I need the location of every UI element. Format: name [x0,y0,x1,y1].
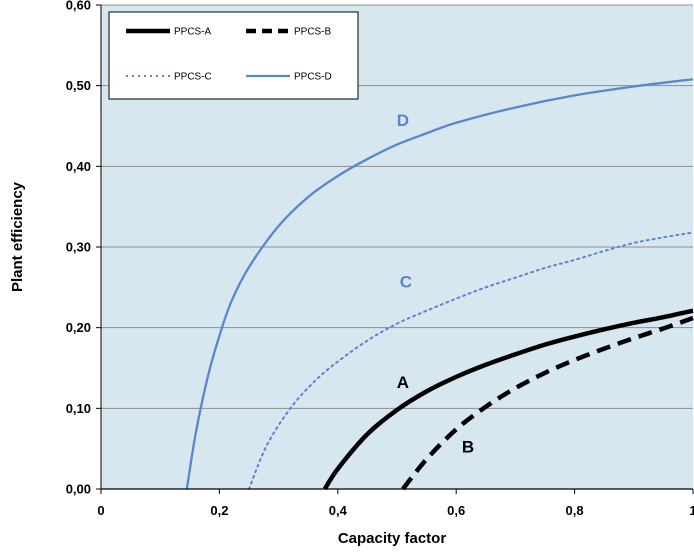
legend-label: PPCS-B [294,27,332,38]
legend: PPCS-A PPCS-B PPCS-C PPCS-D [108,11,359,100]
curve-label-c: C [400,272,412,291]
y-axis-title: Plant efficiency [9,181,26,292]
legend-label: PPCS-A [174,27,212,38]
series-line-ppcs-d [185,78,694,490]
y-tick-label: 0,40 [66,159,91,174]
x-tick-label: 1 [689,503,694,518]
series-lines [185,78,694,491]
y-tick-label: 0,30 [66,240,91,255]
x-tick-label: 0,8 [566,503,584,518]
y-tick-label: 0,60 [66,0,91,13]
legend-box [108,11,359,100]
axes: 0,00 0,10 0,20 0,30 0,40 0,50 0,60 0 0,2 0,4 0,6 0,… [66,0,694,518]
series-line-ppcs-a [322,308,694,491]
y-tick-label: 0,00 [66,482,91,497]
curve-labels: A B C D [397,111,474,457]
x-tick-label: 0,2 [210,503,228,518]
x-axis-title: Capacity factor [338,530,447,547]
curve-label-a: A [397,373,409,392]
series-line-ppcs-b [401,315,694,491]
series-line-ppcs-c [248,231,694,490]
y-tick-label: 0,10 [66,401,91,416]
y-tick-label: 0,50 [66,78,91,93]
y-tick-label: 0,20 [66,320,91,335]
x-tick-label: 0 [97,503,104,518]
curve-label-d: D [397,111,409,130]
x-tick-label: 0,4 [329,503,348,518]
legend-label: PPCS-C [174,72,212,83]
curve-label-b: B [462,438,474,457]
legend-label: PPCS-D [294,72,332,83]
x-tick-label: 0,6 [447,503,465,518]
